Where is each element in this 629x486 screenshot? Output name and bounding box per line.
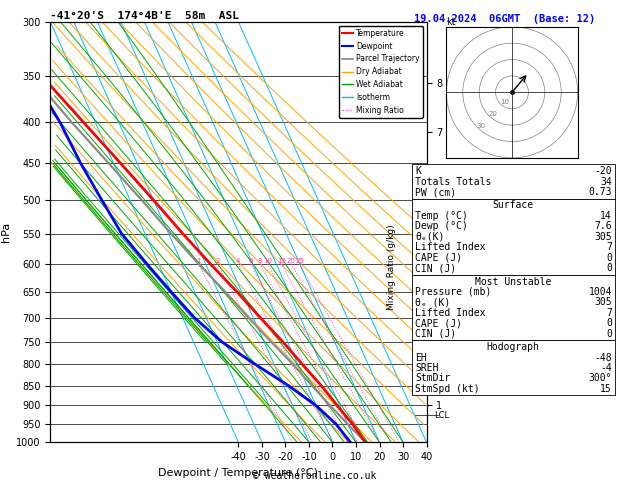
- Text: © weatheronline.co.uk: © weatheronline.co.uk: [253, 471, 376, 481]
- Text: Lifted Index: Lifted Index: [415, 242, 486, 252]
- Text: -48: -48: [594, 353, 612, 363]
- Text: 0: 0: [606, 253, 612, 263]
- Text: kt: kt: [447, 17, 456, 27]
- Text: StmSpd (kt): StmSpd (kt): [415, 384, 480, 394]
- Text: Hodograph: Hodograph: [487, 342, 540, 352]
- Text: CIN (J): CIN (J): [415, 329, 456, 339]
- Text: Pressure (mb): Pressure (mb): [415, 287, 491, 297]
- Text: -41°20'S  174°4B'E  58m  ASL: -41°20'S 174°4B'E 58m ASL: [50, 11, 239, 21]
- Text: CAPE (J): CAPE (J): [415, 253, 462, 263]
- Text: 305: 305: [594, 297, 612, 308]
- Text: 8: 8: [258, 258, 262, 264]
- Text: Lifted Index: Lifted Index: [415, 308, 486, 318]
- Text: 7.6: 7.6: [594, 221, 612, 231]
- Text: K: K: [415, 166, 421, 176]
- Text: 30: 30: [477, 123, 486, 129]
- Text: 2: 2: [215, 258, 220, 264]
- Text: 20: 20: [287, 258, 296, 264]
- Text: Temp (°C): Temp (°C): [415, 211, 468, 221]
- Text: 10: 10: [500, 99, 509, 105]
- Text: 1: 1: [196, 258, 201, 264]
- Text: Mixing Ratio (g/kg): Mixing Ratio (g/kg): [387, 225, 396, 310]
- Text: 15: 15: [277, 258, 286, 264]
- Text: SREH: SREH: [415, 363, 438, 373]
- Text: PW (cm): PW (cm): [415, 187, 456, 197]
- Legend: Temperature, Dewpoint, Parcel Trajectory, Dry Adiabat, Wet Adiabat, Isotherm, Mi: Temperature, Dewpoint, Parcel Trajectory…: [338, 26, 423, 118]
- Text: 15: 15: [600, 384, 612, 394]
- Text: 0: 0: [606, 329, 612, 339]
- Text: CIN (J): CIN (J): [415, 263, 456, 273]
- Text: 7: 7: [606, 242, 612, 252]
- Text: EH: EH: [415, 353, 427, 363]
- Text: 4: 4: [236, 258, 240, 264]
- Text: 7: 7: [606, 308, 612, 318]
- Text: 0.73: 0.73: [589, 187, 612, 197]
- Text: 10: 10: [263, 258, 272, 264]
- Text: -4: -4: [600, 363, 612, 373]
- Text: 0: 0: [606, 318, 612, 329]
- Text: CAPE (J): CAPE (J): [415, 318, 462, 329]
- Text: 34: 34: [600, 176, 612, 187]
- Text: Totals Totals: Totals Totals: [415, 176, 491, 187]
- Text: Surface: Surface: [493, 200, 534, 210]
- Text: 14: 14: [600, 211, 612, 221]
- Y-axis label: hPa: hPa: [1, 222, 11, 242]
- X-axis label: Dewpoint / Temperature (°C): Dewpoint / Temperature (°C): [159, 468, 318, 478]
- Text: -20: -20: [594, 166, 612, 176]
- Text: 25: 25: [295, 258, 304, 264]
- Text: 0: 0: [606, 263, 612, 273]
- Text: Dewp (°C): Dewp (°C): [415, 221, 468, 231]
- Text: 19.04.2024  06GMT  (Base: 12): 19.04.2024 06GMT (Base: 12): [414, 14, 595, 24]
- Text: 305: 305: [594, 232, 612, 242]
- Text: θₑ(K): θₑ(K): [415, 232, 445, 242]
- Text: LCL: LCL: [434, 411, 449, 420]
- Text: Most Unstable: Most Unstable: [475, 277, 552, 287]
- Y-axis label: km
ASL: km ASL: [453, 221, 471, 243]
- Text: StmDir: StmDir: [415, 373, 450, 383]
- Text: 300°: 300°: [589, 373, 612, 383]
- Text: θₑ (K): θₑ (K): [415, 297, 450, 308]
- Text: 20: 20: [488, 111, 498, 117]
- Text: 1004: 1004: [589, 287, 612, 297]
- Text: 6: 6: [248, 258, 253, 264]
